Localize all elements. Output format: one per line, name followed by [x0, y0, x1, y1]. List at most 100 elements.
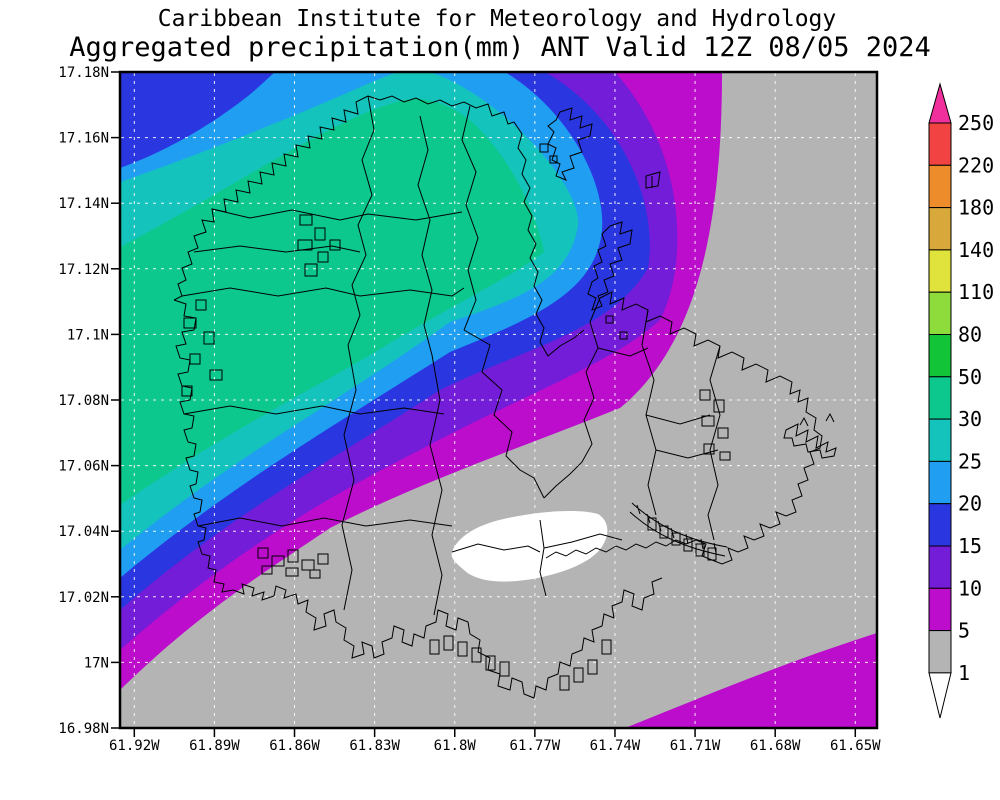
latitude-label: 17.12N [58, 262, 109, 278]
colorbar-label: 180 [958, 196, 994, 220]
se-corner-band-5-10mm [625, 633, 877, 728]
plot-area [120, 72, 877, 728]
colorbar-label: 10 [958, 576, 982, 600]
colorbar-label: 110 [958, 280, 994, 304]
longitude-label: 61.77W [510, 738, 561, 754]
colorbar-label: 1 [958, 661, 970, 685]
latitude-label: 17.04N [58, 524, 109, 540]
colorbar-label: 80 [958, 323, 982, 347]
parish-line [461, 105, 479, 331]
colorbar-label: 50 [958, 365, 982, 389]
colorbar-label: 15 [958, 534, 982, 558]
district-squares-southwest [257, 547, 329, 579]
latitude-label: 17.18N [58, 65, 109, 81]
longitude-label: 61.74W [590, 738, 641, 754]
islet-chain-north [547, 107, 593, 181]
colorbar-label: 25 [958, 449, 982, 473]
parish-line [341, 344, 357, 611]
parish-line [597, 347, 649, 357]
colorbar-label: 250 [958, 111, 994, 135]
longitude-label: 61.65W [830, 738, 881, 754]
parish-line [197, 517, 453, 527]
parish-line [645, 414, 711, 425]
latitude-label: 17.1N [67, 327, 109, 343]
coastline-northwest [173, 95, 369, 301]
latitude-label: 17.06N [58, 459, 109, 475]
colorbar-segment [928, 207, 952, 251]
coastal-boxes-south [429, 635, 612, 691]
latitude-label: 17.02N [58, 590, 109, 606]
colorbar-arrow-top [928, 82, 952, 124]
colorbar-segment [928, 503, 952, 547]
colorbar-segment [928, 249, 952, 293]
coastline-west [173, 299, 234, 593]
colorbar-segment [928, 460, 952, 505]
colorbar-segment [928, 164, 952, 209]
parish-line [183, 405, 445, 415]
colorbar-segment [928, 587, 952, 632]
longitude-label: 61.89W [189, 738, 240, 754]
colorbar-label: 20 [958, 492, 982, 516]
longitude-label: 61.8W [434, 738, 477, 754]
longitude-label: 61.71W [670, 738, 721, 754]
latitude-label: 17.16N [58, 131, 109, 147]
figure-title: Caribbean Institute for Meteorology and … [158, 6, 837, 32]
parish-line [193, 245, 361, 253]
latitude-label: 17.08N [58, 393, 109, 409]
parish-line [543, 533, 623, 549]
latitude-label: 17N [84, 655, 109, 671]
band-30-50mm [120, 99, 544, 505]
axis-ticks [111, 71, 857, 737]
longitude-axis-labels: 61.92W 61.89W 61.86W 61.83W 61.8W 61.77W 61.74… [109, 738, 881, 754]
islet [645, 171, 661, 189]
longitude-label: 61.83W [349, 738, 400, 754]
nw-corner-band-15-20mm [120, 72, 275, 168]
parish-line [429, 354, 443, 616]
latitude-label: 17.14N [58, 196, 109, 212]
islet-chain-northeast [587, 221, 633, 311]
colorbar-segment [928, 334, 952, 378]
district-squares-westcoast [181, 299, 223, 397]
precipitation-colorbar: 250 220 180 140 110 80 50 30 25 20 15 10 5 1 [928, 82, 994, 719]
parish-line [451, 543, 541, 553]
colorbar-segment [928, 376, 952, 420]
latitude-axis-labels: 17.18N 17.16N 17.14N 17.12N 17.1N 17.08N 17.06… [58, 65, 109, 737]
colorbar-segment [928, 122, 952, 166]
parish-line [539, 519, 547, 597]
figure-subtitle: Aggregated precipitation(mm) ANT Valid 1… [69, 32, 931, 63]
longitude-label: 61.92W [109, 738, 160, 754]
parish-line [181, 287, 465, 297]
district-squares-east [699, 389, 731, 461]
colorbar-label: 5 [958, 619, 970, 643]
island-boundaries [173, 95, 837, 699]
parish-line [707, 345, 721, 541]
plot-border [118, 70, 879, 730]
colorbar-label: 220 [958, 153, 994, 177]
longitude-label: 61.86W [269, 738, 320, 754]
colorbar-segment [928, 630, 952, 674]
coastline-south [232, 577, 663, 699]
coastline-bay-east-shore [543, 297, 601, 499]
coastline-north-lobe-east [513, 121, 585, 357]
coastal-boxes-eastcluster [647, 517, 717, 561]
coastline-north [367, 95, 515, 125]
longitude-label: 61.68W [750, 738, 801, 754]
colorbar-label: 140 [958, 238, 994, 262]
parish-line [417, 115, 433, 356]
parish-line [211, 208, 463, 221]
coastline-bay-west-shore [463, 329, 545, 499]
colorbar-segment [928, 418, 952, 462]
small-islets [539, 143, 628, 340]
parish-line [655, 449, 719, 459]
colorbar-segment [928, 545, 952, 589]
islet-chain-east [783, 412, 837, 459]
parish-line [347, 95, 375, 346]
colorbar-label: 30 [958, 407, 982, 431]
colorbar-segment [928, 291, 952, 336]
latitude-label: 16.98N [58, 721, 109, 737]
district-squares-central [297, 214, 341, 277]
coastline-east-cluster [545, 291, 823, 565]
colorbar-arrow-bottom [928, 672, 952, 719]
